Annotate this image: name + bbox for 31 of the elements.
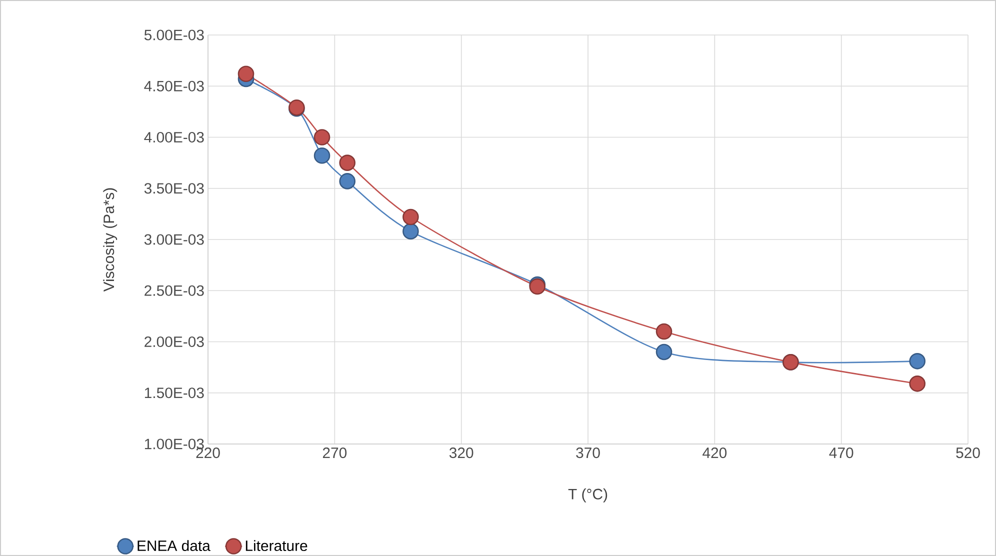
point: [402, 222, 419, 240]
y-tick-label: 3.50E-03: [144, 182, 204, 194]
point: [339, 172, 356, 190]
x-tick-label: 320: [449, 447, 474, 458]
point: [909, 375, 926, 392]
y-tick-label: 5.00E-03: [144, 30, 204, 40]
x-tick-label: 470: [829, 447, 854, 458]
x-tick-label: 370: [576, 447, 600, 458]
x-tick-label: 520: [956, 447, 980, 458]
y-tick-label: 2.00E-03: [144, 336, 204, 347]
point: [238, 66, 254, 82]
y-tick-label: 1.50E-03: [144, 387, 204, 398]
legend-label: ENEA data: [138, 540, 210, 551]
point: [402, 208, 419, 225]
point: [339, 154, 356, 171]
point: [656, 323, 672, 340]
y-tick-label: 4.00E-03: [144, 132, 204, 142]
point: [656, 344, 672, 360]
x-axis-title: T (°C): [568, 488, 608, 502]
x-tick-label: 270: [322, 447, 347, 458]
x-tick-label: 420: [702, 447, 727, 458]
point: [314, 128, 330, 146]
legend-label: Literature: [246, 540, 308, 551]
y-tick-label: 4.50E-03: [144, 80, 204, 92]
point: [314, 147, 330, 164]
y-tick-label: 3.00E-03: [144, 234, 204, 245]
y-tick-label: 2.50E-03: [144, 285, 204, 296]
y-tick-label: 1.00E-03: [144, 438, 204, 450]
point: [909, 352, 926, 370]
y-axis-title: Viscosity (Pa*s): [103, 188, 118, 292]
x-tick-label: 220: [196, 447, 220, 458]
